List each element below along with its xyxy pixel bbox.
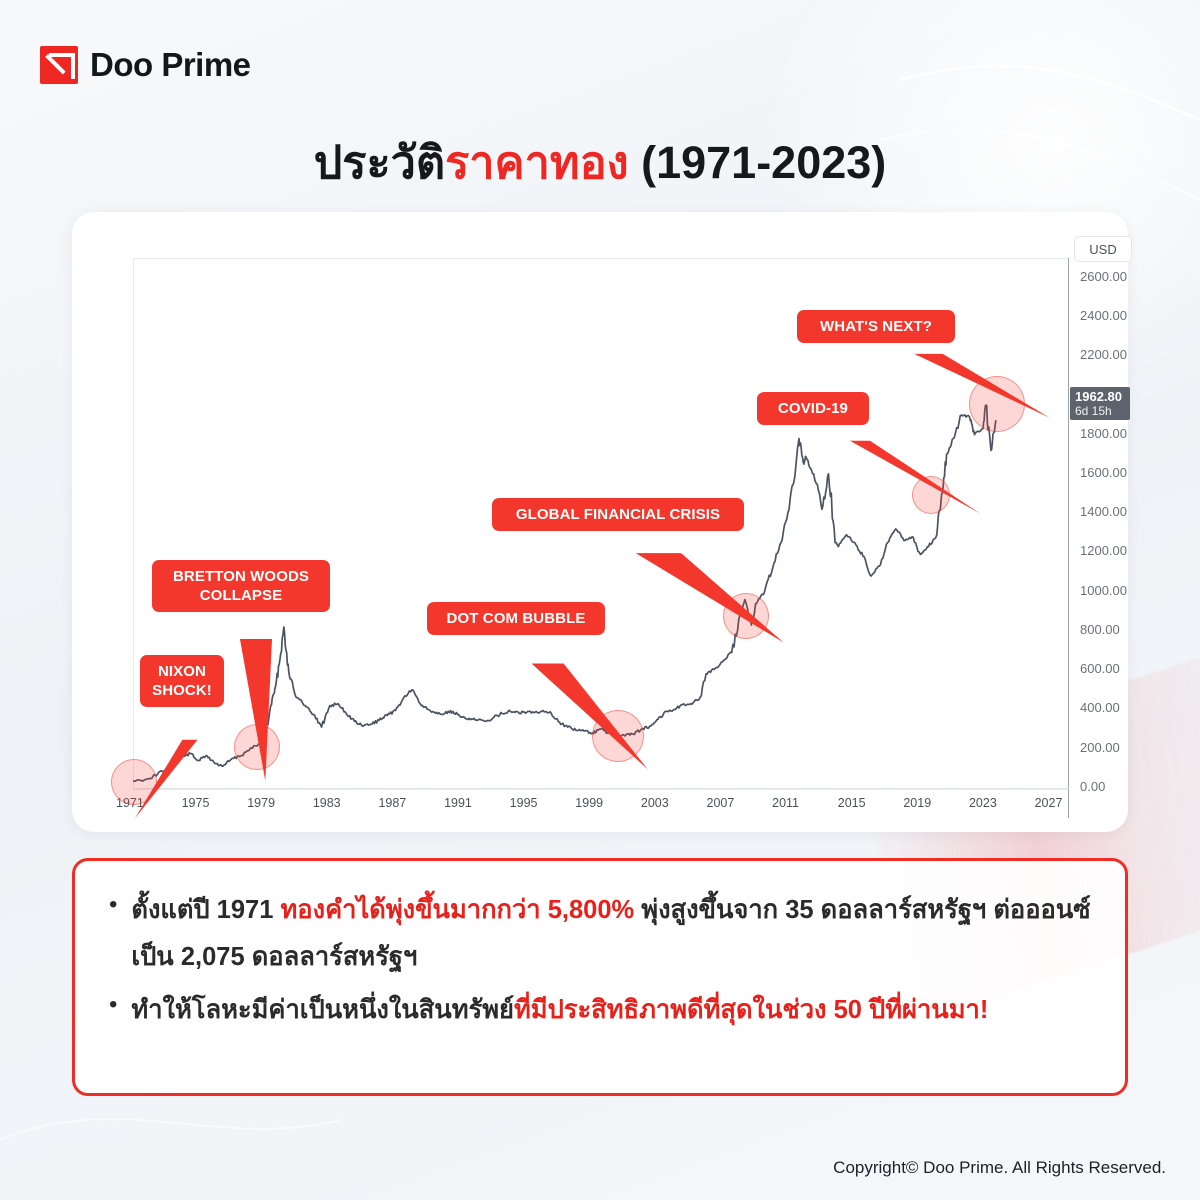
x-axis-tick: 1987 [378, 796, 407, 810]
x-axis-tick: 2003 [640, 796, 669, 810]
page-title-part-1: ประวัติ [313, 137, 446, 188]
footer-copyright: Copyright© Doo Prime. All Rights Reserve… [833, 1158, 1166, 1177]
y-axis-tick: 2400.00 [1080, 307, 1127, 323]
y-axis-tick: 2200.00 [1080, 347, 1127, 363]
bullet-text-segment: ทำให้โลหะมีค่าเป็นหนึ่งในสินทรัพย์ [131, 996, 514, 1024]
current-price-badge: 1962.80 6d 15h [1070, 386, 1130, 420]
bullet-text: ตั้งแต่ปี 1971 ทองคำได้พุ่งขึ้นมากกว่า 5… [131, 887, 1091, 981]
x-axis-tick: 2019 [903, 796, 932, 810]
annotation-marker-bretton-woods[interactable] [234, 723, 281, 770]
annotation-label-line: GLOBAL FINANCIAL CRISIS [515, 506, 721, 523]
annotation-label-line: COVID-19 [778, 400, 848, 417]
bullet-point-icon: • [109, 891, 118, 918]
annotation-label-line: NIXON [157, 663, 206, 680]
bullet-item: • ตั้งแต่ปี 1971 ทองคำได้พุ่งขึ้นมากกว่า … [109, 887, 1091, 981]
annotation-marker-dot-com-bubble[interactable] [591, 710, 644, 762]
x-axis-tick: 2007 [706, 796, 735, 810]
x-axis-tick: 1999 [575, 796, 604, 810]
y-axis-tick: 0.00 [1080, 779, 1106, 794]
annotation-label-nixon-shock[interactable]: NIXON SHOCK! [140, 655, 224, 707]
annotation-label-whats-next[interactable]: WHAT'S NEXT? [797, 310, 955, 343]
plot-frame: USD 2600.002400.002200.002000.001800.001… [102, 236, 1132, 819]
currency-chip[interactable]: USD [1074, 236, 1132, 262]
annotation-marker-global-financial-crisis[interactable] [722, 593, 769, 640]
bullet-text-segment: ตั้งแต่ปี 1971 [131, 896, 281, 924]
x-axis-tick: 1995 [509, 796, 538, 810]
annotation-label-line: COLLAPSE [199, 587, 283, 604]
brand-name: Doo Prime [90, 46, 251, 83]
x-axis-tick: 2011 [772, 796, 800, 810]
x-axis-tick: 2023 [968, 796, 997, 810]
x-axis-tick: 1979 [247, 796, 276, 810]
annotation-label-covid-19[interactable]: COVID-19 [757, 392, 869, 425]
price-countdown: 6d 15h [1075, 403, 1112, 418]
bullet-list: • ตั้งแต่ปี 1971 ทองคำได้พุ่งขึ้นมากกว่า … [109, 887, 1091, 1034]
bullet-text-segment: ที่มีประสิทธิภาพดีที่สุดในช่วง 50 ปีที่ผ… [513, 996, 989, 1024]
annotation-label-line: BRETTON WOODS [172, 568, 310, 585]
x-axis-tick: 1991 [444, 796, 472, 810]
y-axis-tick: 200.00 [1080, 739, 1120, 755]
annotation-label-line: DOT COM BUBBLE [446, 610, 586, 627]
y-axis-tick: 1200.00 [1080, 543, 1127, 559]
y-axis-tick: 600.00 [1080, 661, 1120, 677]
x-axis-tick: 1983 [312, 796, 341, 810]
annotation-label-global-financial-crisis[interactable]: GLOBAL FINANCIAL CRISIS [492, 498, 744, 531]
y-axis-tick: 800.00 [1080, 621, 1120, 637]
annotation-label-line: SHOCK! [152, 682, 212, 699]
annotation-marker-covid-19[interactable] [912, 475, 951, 514]
doo-prime-logo-icon [40, 46, 78, 84]
x-axis-tick: 2027 [1034, 796, 1063, 810]
y-axis-tick: 1800.00 [1080, 425, 1127, 441]
bullet-item: • ทำให้โลหะมีค่าเป็นหนึ่งในสินทรัพย์ที่มี… [109, 987, 1091, 1034]
current-price-value: 1962.80 [1075, 388, 1122, 404]
annotation-marker-whats-next[interactable] [968, 376, 1025, 433]
bullet-text-segment: พุ่งสูงขึ้นจาก 35 ดอลลาร์สหรัฐฯ ต่อออนซ์… [131, 896, 1091, 971]
page-title: ประวัติราคาทอง (1971-2023) [0, 126, 1200, 198]
summary-box: • ตั้งแต่ปี 1971 ทองคำได้พุ่งขึ้นมากกว่า … [72, 858, 1128, 1096]
page-title-highlight: ราคาทอง [445, 137, 629, 188]
annotation-label-line: WHAT'S NEXT? [820, 318, 932, 335]
x-axis-tick: 1975 [181, 796, 210, 810]
chart-card: GOLD NET WT 1000 g USD 2600.002400.00220… [72, 212, 1132, 832]
bullet-point-icon: • [109, 991, 118, 1018]
y-axis-tick: 1400.00 [1080, 504, 1127, 520]
annotation-marker-nixon-shock[interactable] [111, 759, 157, 806]
brand-logo: Doo Prime [40, 46, 251, 84]
page-title-part-2: (1971-2023) [628, 137, 887, 188]
y-axis-tick: 400.00 [1080, 700, 1120, 716]
y-axis-tick: 2600.00 [1080, 268, 1127, 284]
y-axis-line [1068, 258, 1069, 818]
y-axis-tick: 1600.00 [1080, 464, 1127, 480]
x-axis-tick: 2015 [837, 796, 866, 810]
y-axis-tick: 1000.00 [1080, 582, 1127, 598]
annotation-label-dot-com-bubble[interactable]: DOT COM BUBBLE [427, 602, 605, 635]
x-axis-line [133, 788, 1069, 789]
bullet-text: ทำให้โลหะมีค่าเป็นหนึ่งในสินทรัพย์ที่มีป… [131, 987, 988, 1034]
annotation-label-bretton-woods[interactable]: BRETTON WOODS COLLAPSE [152, 560, 330, 612]
bullet-text-segment: ทองคำได้พุ่งขึ้นมากกว่า 5,800% [280, 896, 635, 924]
